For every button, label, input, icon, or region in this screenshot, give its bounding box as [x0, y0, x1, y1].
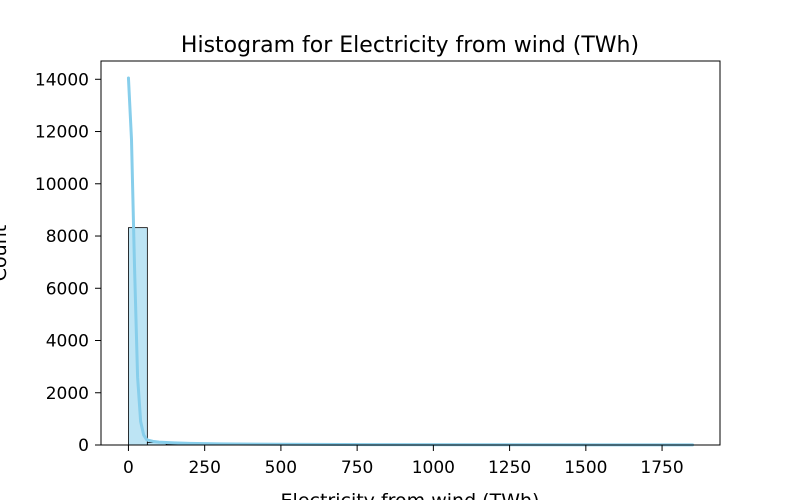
- x-tick-label: 750: [341, 458, 373, 478]
- x-tick-label: 250: [188, 458, 220, 478]
- plot-frame: [100, 60, 721, 446]
- x-tick-label: 1750: [640, 458, 683, 478]
- y-tick-label: 0: [78, 436, 89, 456]
- x-tick-label: 1250: [488, 458, 531, 478]
- y-tick-label: 10000: [35, 175, 89, 195]
- x-tick-label: 1500: [564, 458, 607, 478]
- y-tick-label: 2000: [46, 384, 89, 404]
- y-tick-label: 4000: [46, 332, 89, 352]
- histogram-bars: [128, 227, 697, 446]
- y-axis-ticks: 0 2000 4000 6000 8000 10000 12000 14000: [35, 70, 101, 456]
- chart-title: Histogram for Electricity from wind (TWh…: [181, 33, 639, 58]
- x-axis-label: Electricity from wind (TWh): [281, 490, 540, 500]
- y-tick-label: 6000: [46, 279, 89, 299]
- x-tick-label: 0: [123, 458, 134, 478]
- kde-curve: [126, 76, 695, 447]
- x-tick-label: 1000: [412, 458, 455, 478]
- x-tick-label: 500: [265, 458, 297, 478]
- y-tick-label: 14000: [35, 70, 89, 90]
- x-axis-ticks: 0 250 500 750 1000 1250 1500 1750: [123, 445, 684, 478]
- y-tick-label: 8000: [46, 227, 89, 247]
- y-tick-label: 12000: [35, 123, 89, 143]
- y-axis-label: Count: [0, 225, 11, 281]
